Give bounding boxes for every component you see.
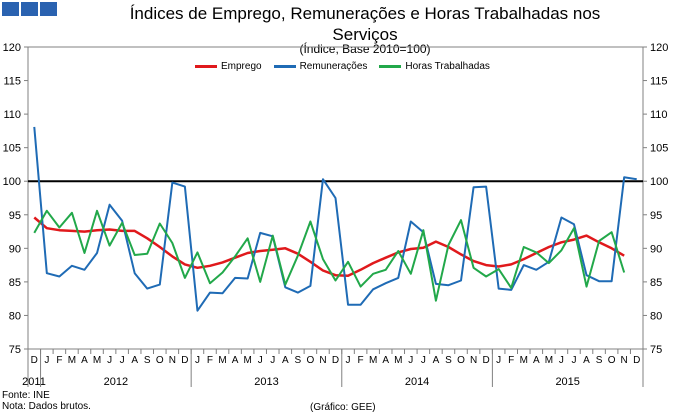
x-month-label: M [369,355,377,366]
chart-title: Índices de Emprego, Remunerações e Horas… [129,4,601,44]
y-tick-label-left: 120 [3,42,21,54]
year-label: 2015 [555,376,579,388]
x-month-label: J [408,355,413,366]
y-tick-label-left: 75 [9,344,21,356]
legend-label-horas: Horas Trabalhadas [405,61,490,72]
x-month-label: J [258,355,263,366]
x-month-label: F [56,355,62,366]
y-tick-label-right: 95 [650,210,662,222]
x-month-label: S [596,355,603,366]
y-tick-label-right: 110 [650,109,668,121]
y-tick-label-left: 100 [3,176,21,188]
x-month-label: M [545,355,553,366]
x-month-label: O [457,355,465,366]
x-month-label: F [207,355,213,366]
logo-square-2 [21,2,38,16]
legend-label-remuneracoes: Remunerações [299,61,368,72]
y-tick-label-left: 110 [3,109,21,121]
legend: Emprego Remunerações Horas Trabalhadas [195,61,502,72]
x-month-label: S [144,355,151,366]
x-month-label: F [358,355,364,366]
y-tick-label-left: 115 [3,76,21,88]
y-tick-label-left: 105 [3,143,21,155]
x-month-label: O [608,355,616,366]
legend-label-emprego: Emprego [221,61,262,72]
footer-credit: (Gráfico: GEE) [310,402,376,413]
x-month-label: N [169,355,176,366]
x-month-label: J [496,355,501,366]
year-label: 2012 [104,376,128,388]
legend-item-emprego: Emprego [195,61,262,72]
series-line-horas-trabalhadas [33,209,626,302]
x-month-label: M [218,355,226,366]
x-month-label: S [295,355,302,366]
logo-square-3 [40,2,57,16]
x-month-label: M [520,355,528,366]
x-month-label: O [307,355,315,366]
x-month-label: J [44,355,49,366]
x-month-label: A [583,355,590,366]
y-tick-label-right: 90 [650,243,662,255]
y-tick-label-right: 80 [650,310,662,322]
x-month-label: A [382,355,389,366]
series-line-remunera-es [33,126,637,312]
logo-square-1 [2,2,19,16]
x-month-label: J [421,355,426,366]
x-month-label: J [571,355,576,366]
x-month-label: S [445,355,452,366]
x-month-label: M [243,355,251,366]
x-month-label: J [107,355,112,366]
y-tick-label-right: 85 [650,277,662,289]
footer-note: Nota: Dados brutos. [2,401,91,412]
y-tick-label-right: 105 [650,143,668,155]
y-tick-label-right: 100 [650,176,668,188]
year-label: 2011 [22,376,46,388]
x-month-label: D [332,355,339,366]
x-month-label: D [31,355,38,366]
x-month-label: D [482,355,489,366]
x-month-label: N [621,355,628,366]
y-tick-label-left: 90 [9,243,21,255]
x-month-label: A [282,355,289,366]
chart-subtitle: (Índice, Base 2010=100) [299,42,431,56]
legend-item-remuneracoes: Remunerações [273,61,368,72]
legend-swatch-horas [379,65,402,68]
x-month-label: A [81,355,88,366]
legend-swatch-emprego [195,65,217,68]
x-month-label: A [232,355,239,366]
legend-item-horas: Horas Trabalhadas [379,61,490,72]
year-label: 2013 [254,376,278,388]
y-tick-label-right: 75 [650,344,662,356]
legend-swatch-remuneracoes [273,65,296,68]
plot-frame [27,46,644,350]
x-month-label: A [433,355,440,366]
footer-source: Fonte: INE [2,390,50,401]
x-month-label: M [68,355,76,366]
x-month-label: D [181,355,188,366]
x-month-label: M [93,355,101,366]
x-month-label: A [131,355,138,366]
year-label: 2014 [405,376,429,388]
x-month-label: N [319,355,326,366]
series-line-emprego [33,216,625,278]
x-month-label: M [394,355,402,366]
x-month-label: O [156,355,164,366]
x-month-label: J [195,355,200,366]
x-month-label: J [120,355,125,366]
x-month-label: A [533,355,540,366]
x-month-label: J [346,355,351,366]
y-tick-label-right: 120 [650,42,668,54]
x-month-label: J [559,355,564,366]
y-tick-label-right: 115 [650,76,668,88]
y-tick-label-left: 80 [9,310,21,322]
y-tick-label-left: 85 [9,277,21,289]
x-month-label: N [470,355,477,366]
x-month-label: J [270,355,275,366]
x-month-label: D [633,355,640,366]
y-tick-label-left: 95 [9,210,21,222]
x-month-label: F [508,355,514,366]
